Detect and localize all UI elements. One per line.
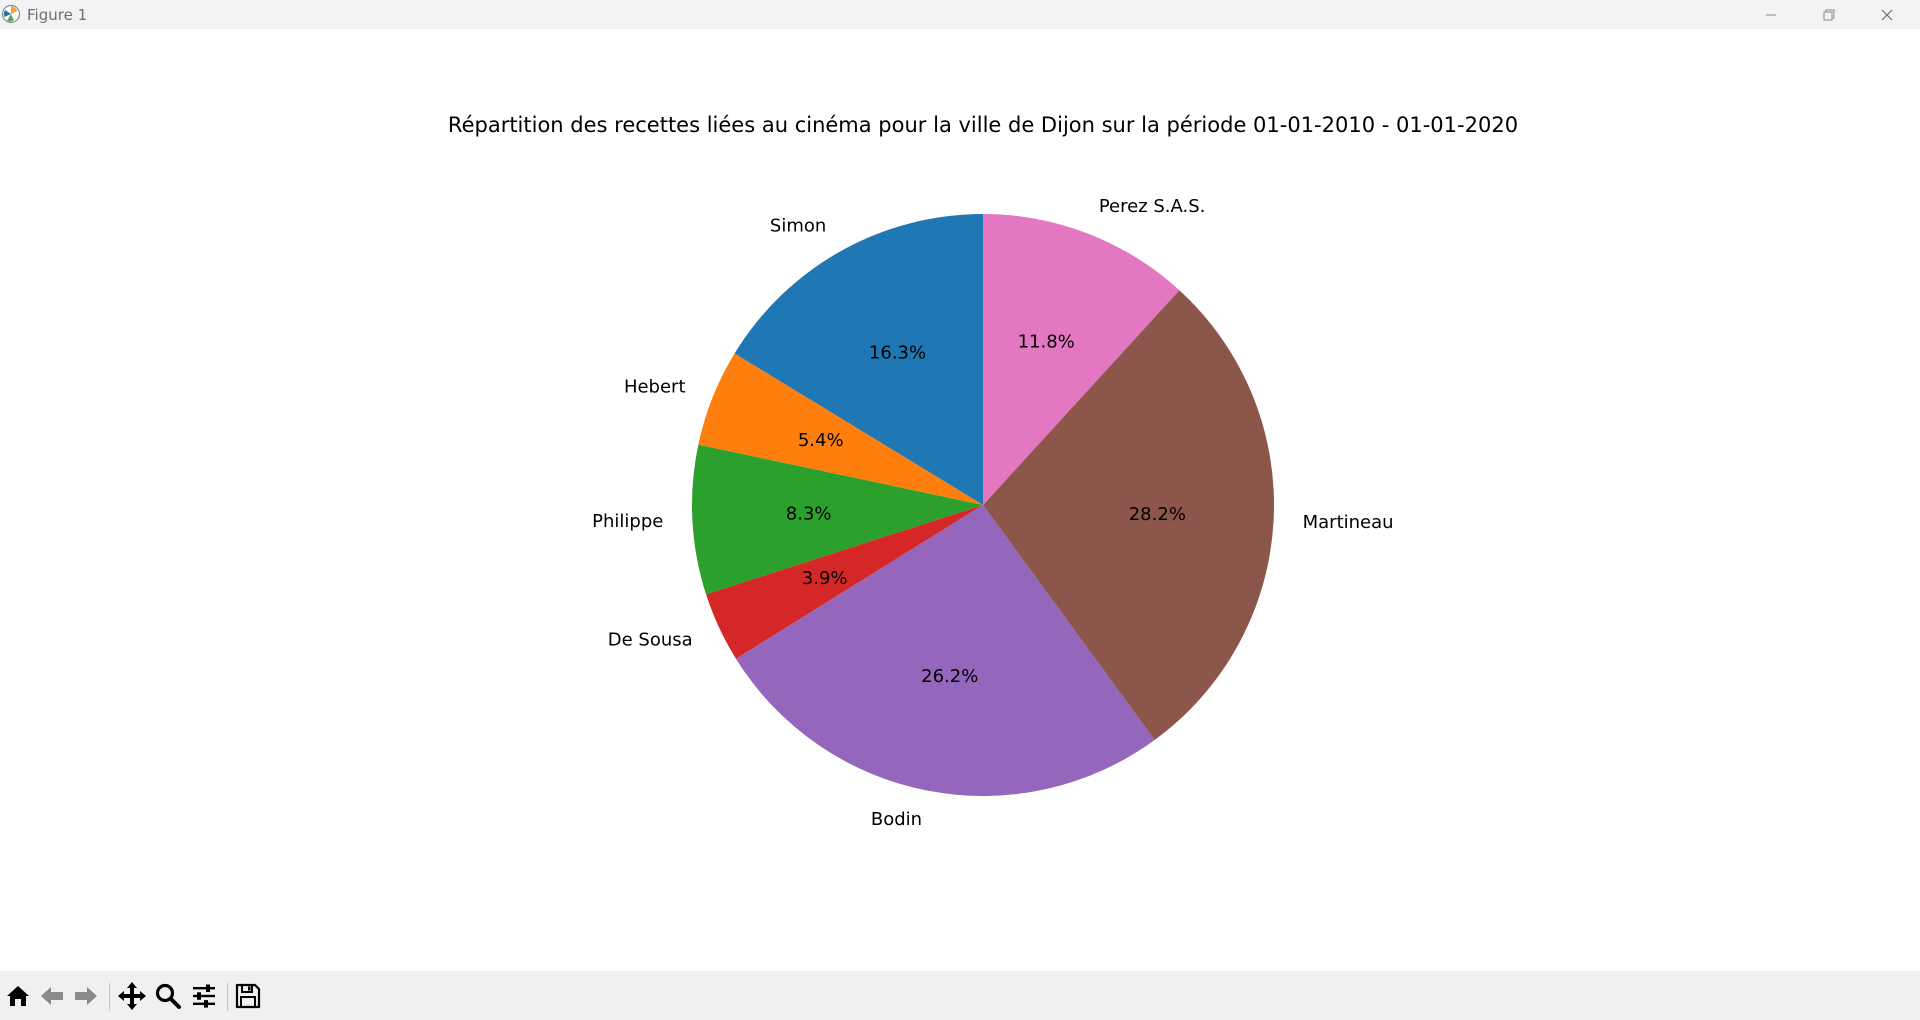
slice-label: Hebert bbox=[624, 376, 686, 397]
slice-label: Bodin bbox=[871, 809, 922, 830]
slice-percent-label: 3.9% bbox=[802, 568, 848, 589]
pie-slice-philippe bbox=[692, 444, 983, 595]
home-icon bbox=[7, 986, 29, 1006]
close-button[interactable] bbox=[1858, 0, 1916, 29]
pan-button[interactable] bbox=[117, 981, 147, 1011]
matplotlib-logo-icon bbox=[1, 4, 21, 24]
pie-slice-simon bbox=[734, 214, 983, 505]
magnifier-icon bbox=[155, 983, 181, 1009]
home-button[interactable] bbox=[3, 981, 33, 1011]
slice-percent-label: 5.4% bbox=[798, 430, 844, 451]
close-icon bbox=[1881, 9, 1893, 20]
move-icon bbox=[118, 982, 146, 1010]
window-titlebar: Figure 1 bbox=[0, 0, 1920, 29]
save-button[interactable] bbox=[233, 981, 263, 1011]
configure-subplots-button[interactable] bbox=[189, 981, 219, 1011]
sliders-icon bbox=[193, 984, 215, 1008]
zoom-button[interactable] bbox=[153, 981, 183, 1011]
restore-icon bbox=[1823, 9, 1835, 20]
pie-slice-hebert bbox=[698, 353, 983, 505]
toolbar-separator bbox=[109, 983, 110, 1011]
slice-label: Simon bbox=[770, 215, 826, 236]
floppy-disk-icon bbox=[235, 983, 261, 1009]
slice-percent-label: 28.2% bbox=[1129, 504, 1186, 525]
window-title: Figure 1 bbox=[27, 6, 88, 24]
arrow-left-icon bbox=[41, 987, 63, 1005]
slice-label: Martineau bbox=[1303, 512, 1394, 533]
pie-slice-perez-s-a-s bbox=[983, 214, 1180, 505]
pie-slice-de-sousa bbox=[706, 505, 983, 659]
minimize-icon bbox=[1766, 14, 1776, 15]
slice-label: Philippe bbox=[592, 511, 663, 532]
restore-button[interactable] bbox=[1800, 0, 1858, 29]
slice-percent-label: 16.3% bbox=[869, 342, 926, 363]
minimize-button[interactable] bbox=[1742, 0, 1800, 29]
slice-percent-label: 11.8% bbox=[1018, 332, 1075, 353]
navigation-toolbar bbox=[0, 971, 1920, 1020]
pie-chart: 16.3% Simon 5.4% Hebert 8.3% Philippe 3.9% De S… bbox=[592, 196, 1393, 830]
toolbar-separator bbox=[227, 983, 228, 1011]
slice-label: Perez S.A.S. bbox=[1099, 196, 1206, 217]
arrow-right-icon bbox=[75, 987, 97, 1005]
pie-slice-bodin bbox=[735, 505, 1155, 797]
pie-slice-martineau bbox=[983, 290, 1274, 740]
back-button[interactable] bbox=[37, 981, 67, 1011]
slice-percent-label: 8.3% bbox=[786, 504, 832, 525]
forward-button[interactable] bbox=[71, 981, 101, 1011]
slice-percent-label: 26.2% bbox=[921, 666, 978, 687]
slice-label: De Sousa bbox=[608, 629, 693, 650]
chart-title: Répartition des recettes liées au cinéma… bbox=[448, 113, 1518, 137]
figure-canvas: Répartition des recettes liées au cinéma… bbox=[0, 29, 1920, 971]
